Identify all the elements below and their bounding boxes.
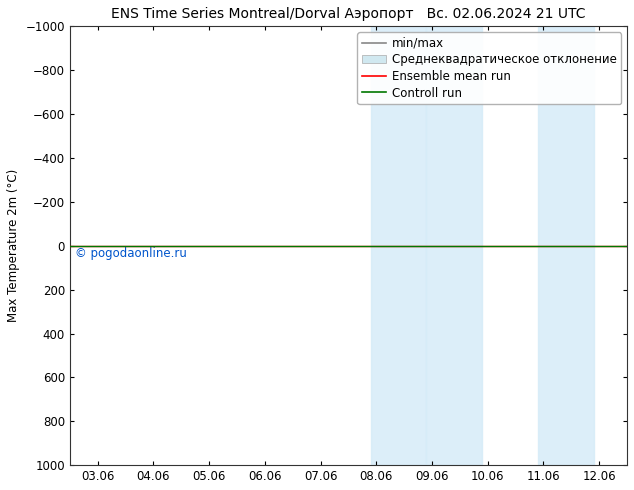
Bar	[371, 26, 427, 465]
Y-axis label: Max Temperature 2m (°C): Max Temperature 2m (°C)	[7, 169, 20, 322]
Text: © pogodaonline.ru: © pogodaonline.ru	[75, 246, 187, 260]
Title: ENS Time Series Montreal/Dorval Аэропорт   Вс. 02.06.2024 21 UTC: ENS Time Series Montreal/Dorval Аэропорт…	[111, 7, 586, 21]
Bar	[538, 26, 593, 465]
Legend: min/max, Среднеквадратическое отклонение, Ensemble mean run, Controll run: min/max, Среднеквадратическое отклонение…	[358, 32, 621, 104]
Bar	[427, 26, 482, 465]
